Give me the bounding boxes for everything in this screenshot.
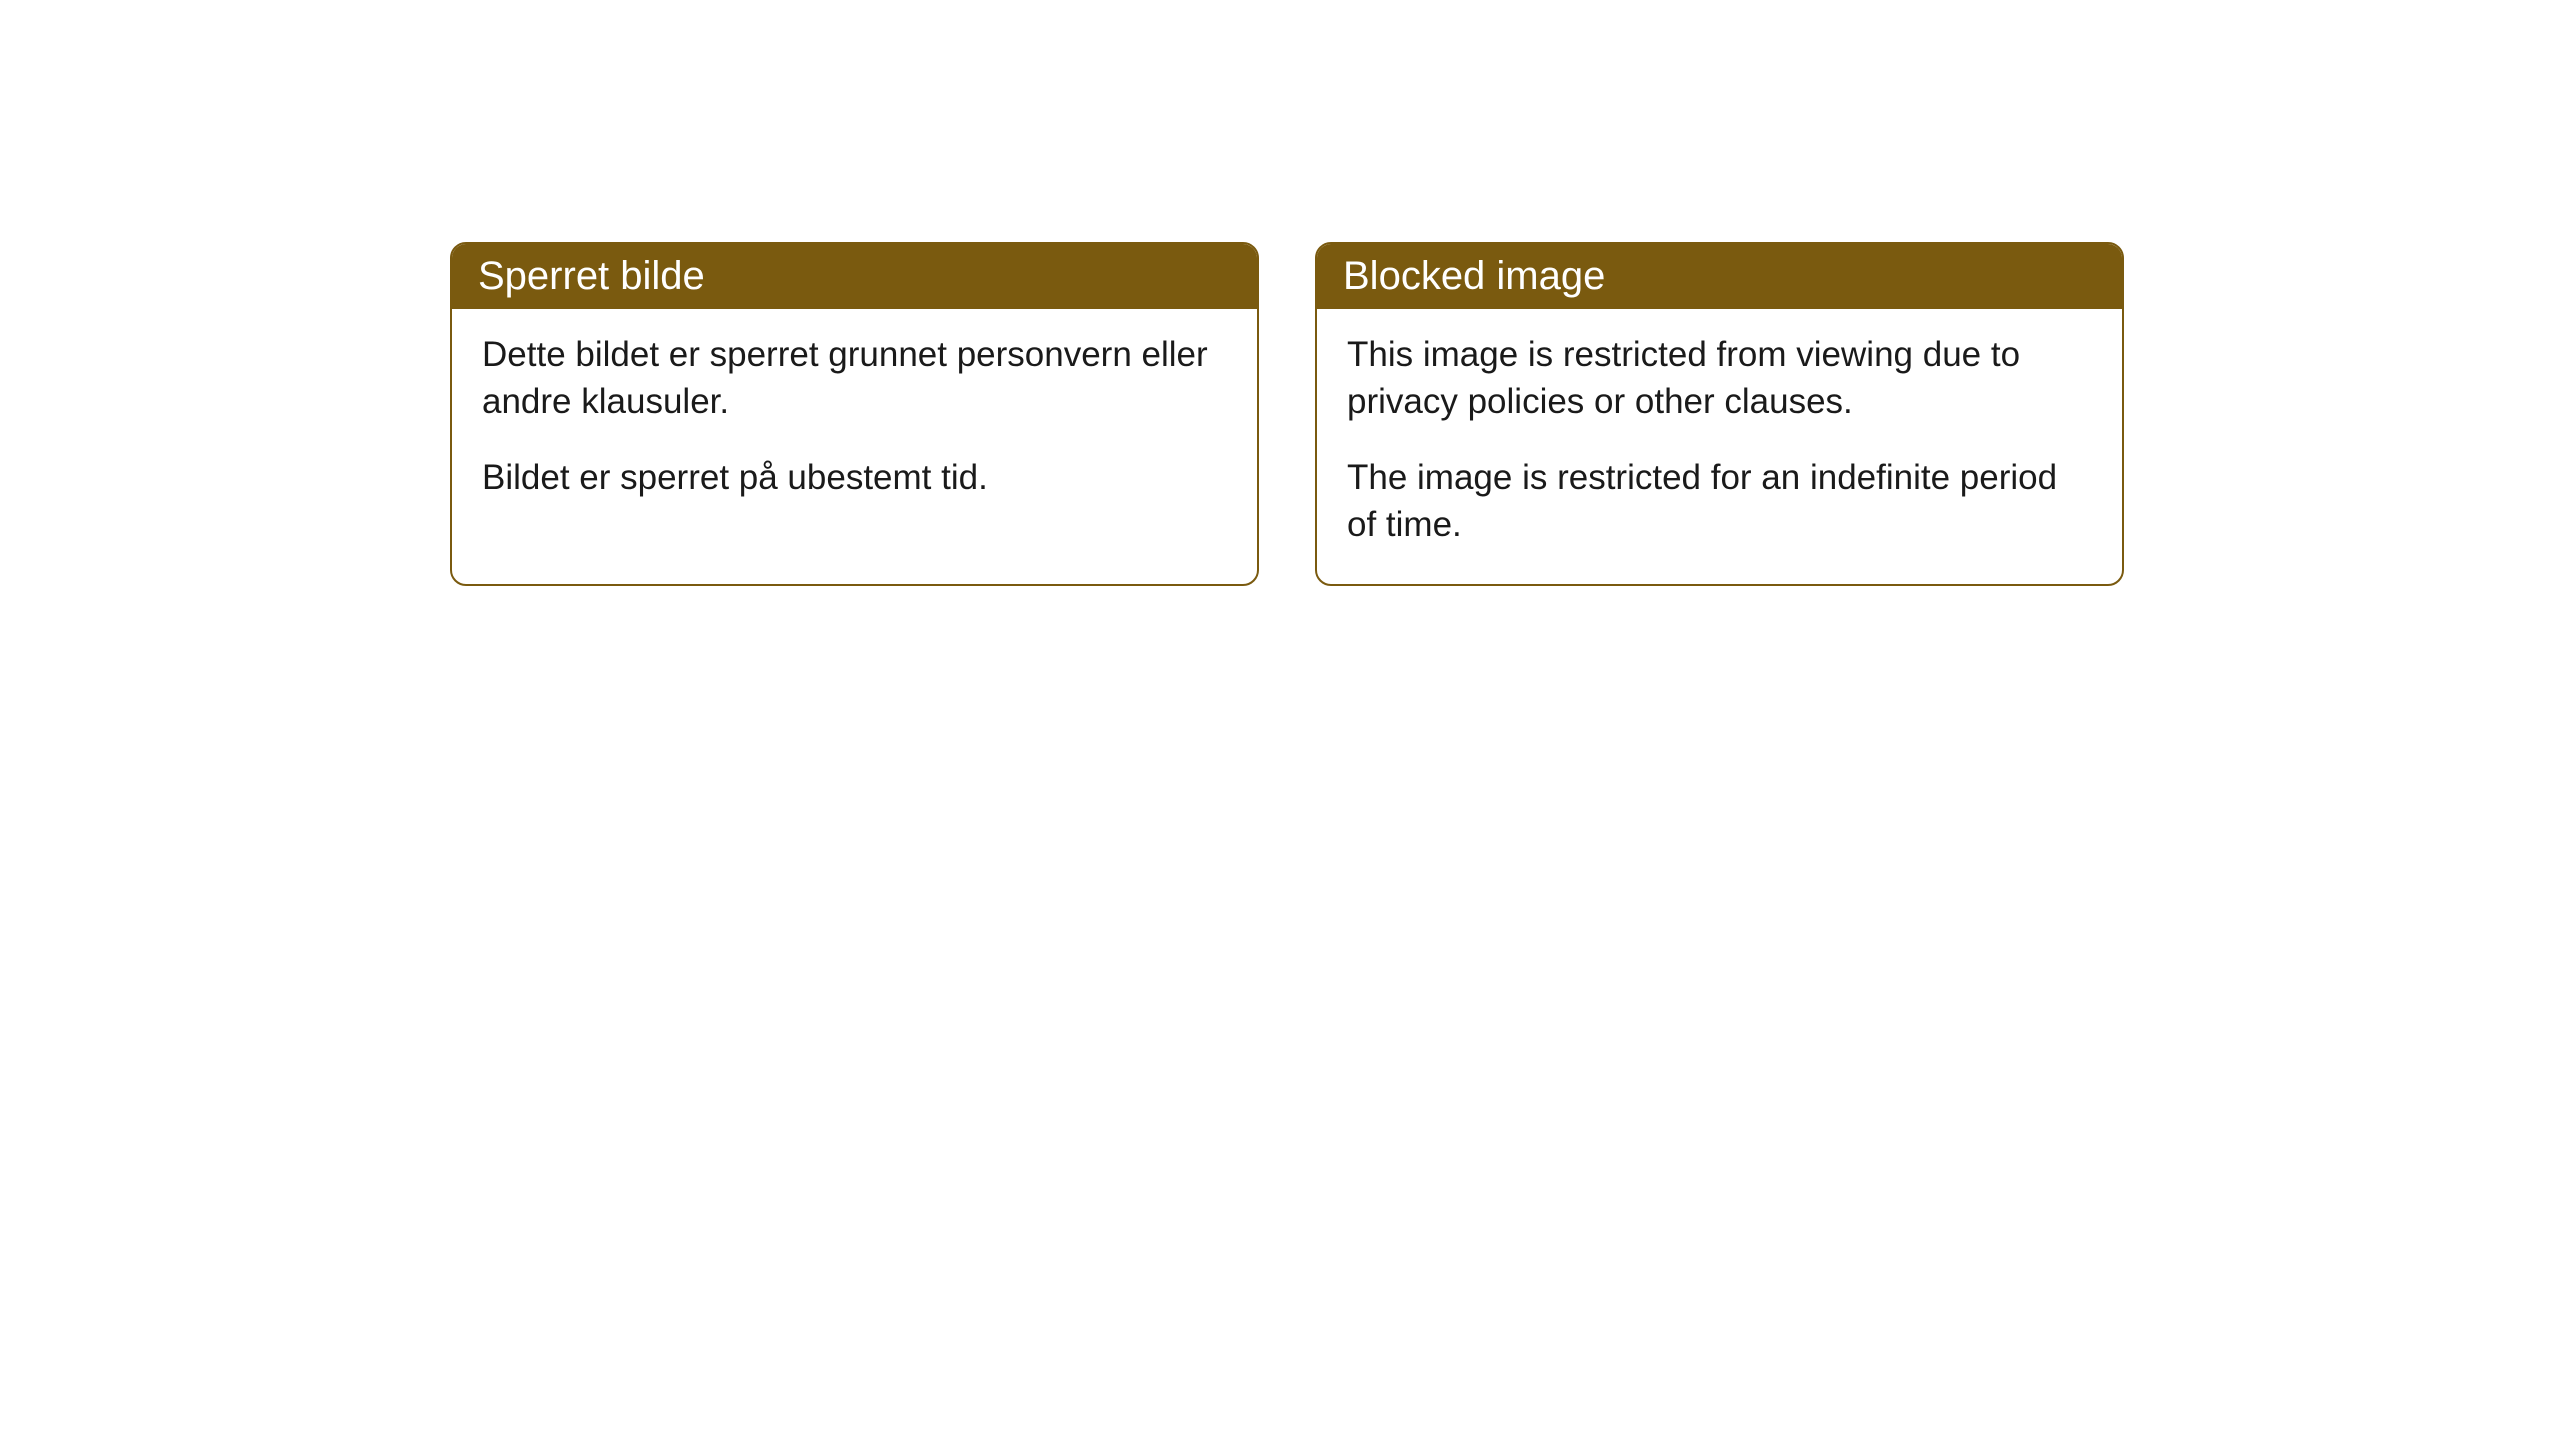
card-body-norwegian: Dette bildet er sperret grunnet personve… — [452, 309, 1257, 537]
card-paragraph: Dette bildet er sperret grunnet personve… — [482, 331, 1227, 426]
card-header-english: Blocked image — [1317, 244, 2122, 309]
card-body-english: This image is restricted from viewing du… — [1317, 309, 2122, 584]
card-norwegian: Sperret bilde Dette bildet er sperret gr… — [450, 242, 1259, 586]
card-paragraph: The image is restricted for an indefinit… — [1347, 454, 2092, 549]
card-english: Blocked image This image is restricted f… — [1315, 242, 2124, 586]
card-header-norwegian: Sperret bilde — [452, 244, 1257, 309]
card-paragraph: This image is restricted from viewing du… — [1347, 331, 2092, 426]
card-paragraph: Bildet er sperret på ubestemt tid. — [482, 454, 1227, 501]
cards-container: Sperret bilde Dette bildet er sperret gr… — [450, 242, 2560, 586]
